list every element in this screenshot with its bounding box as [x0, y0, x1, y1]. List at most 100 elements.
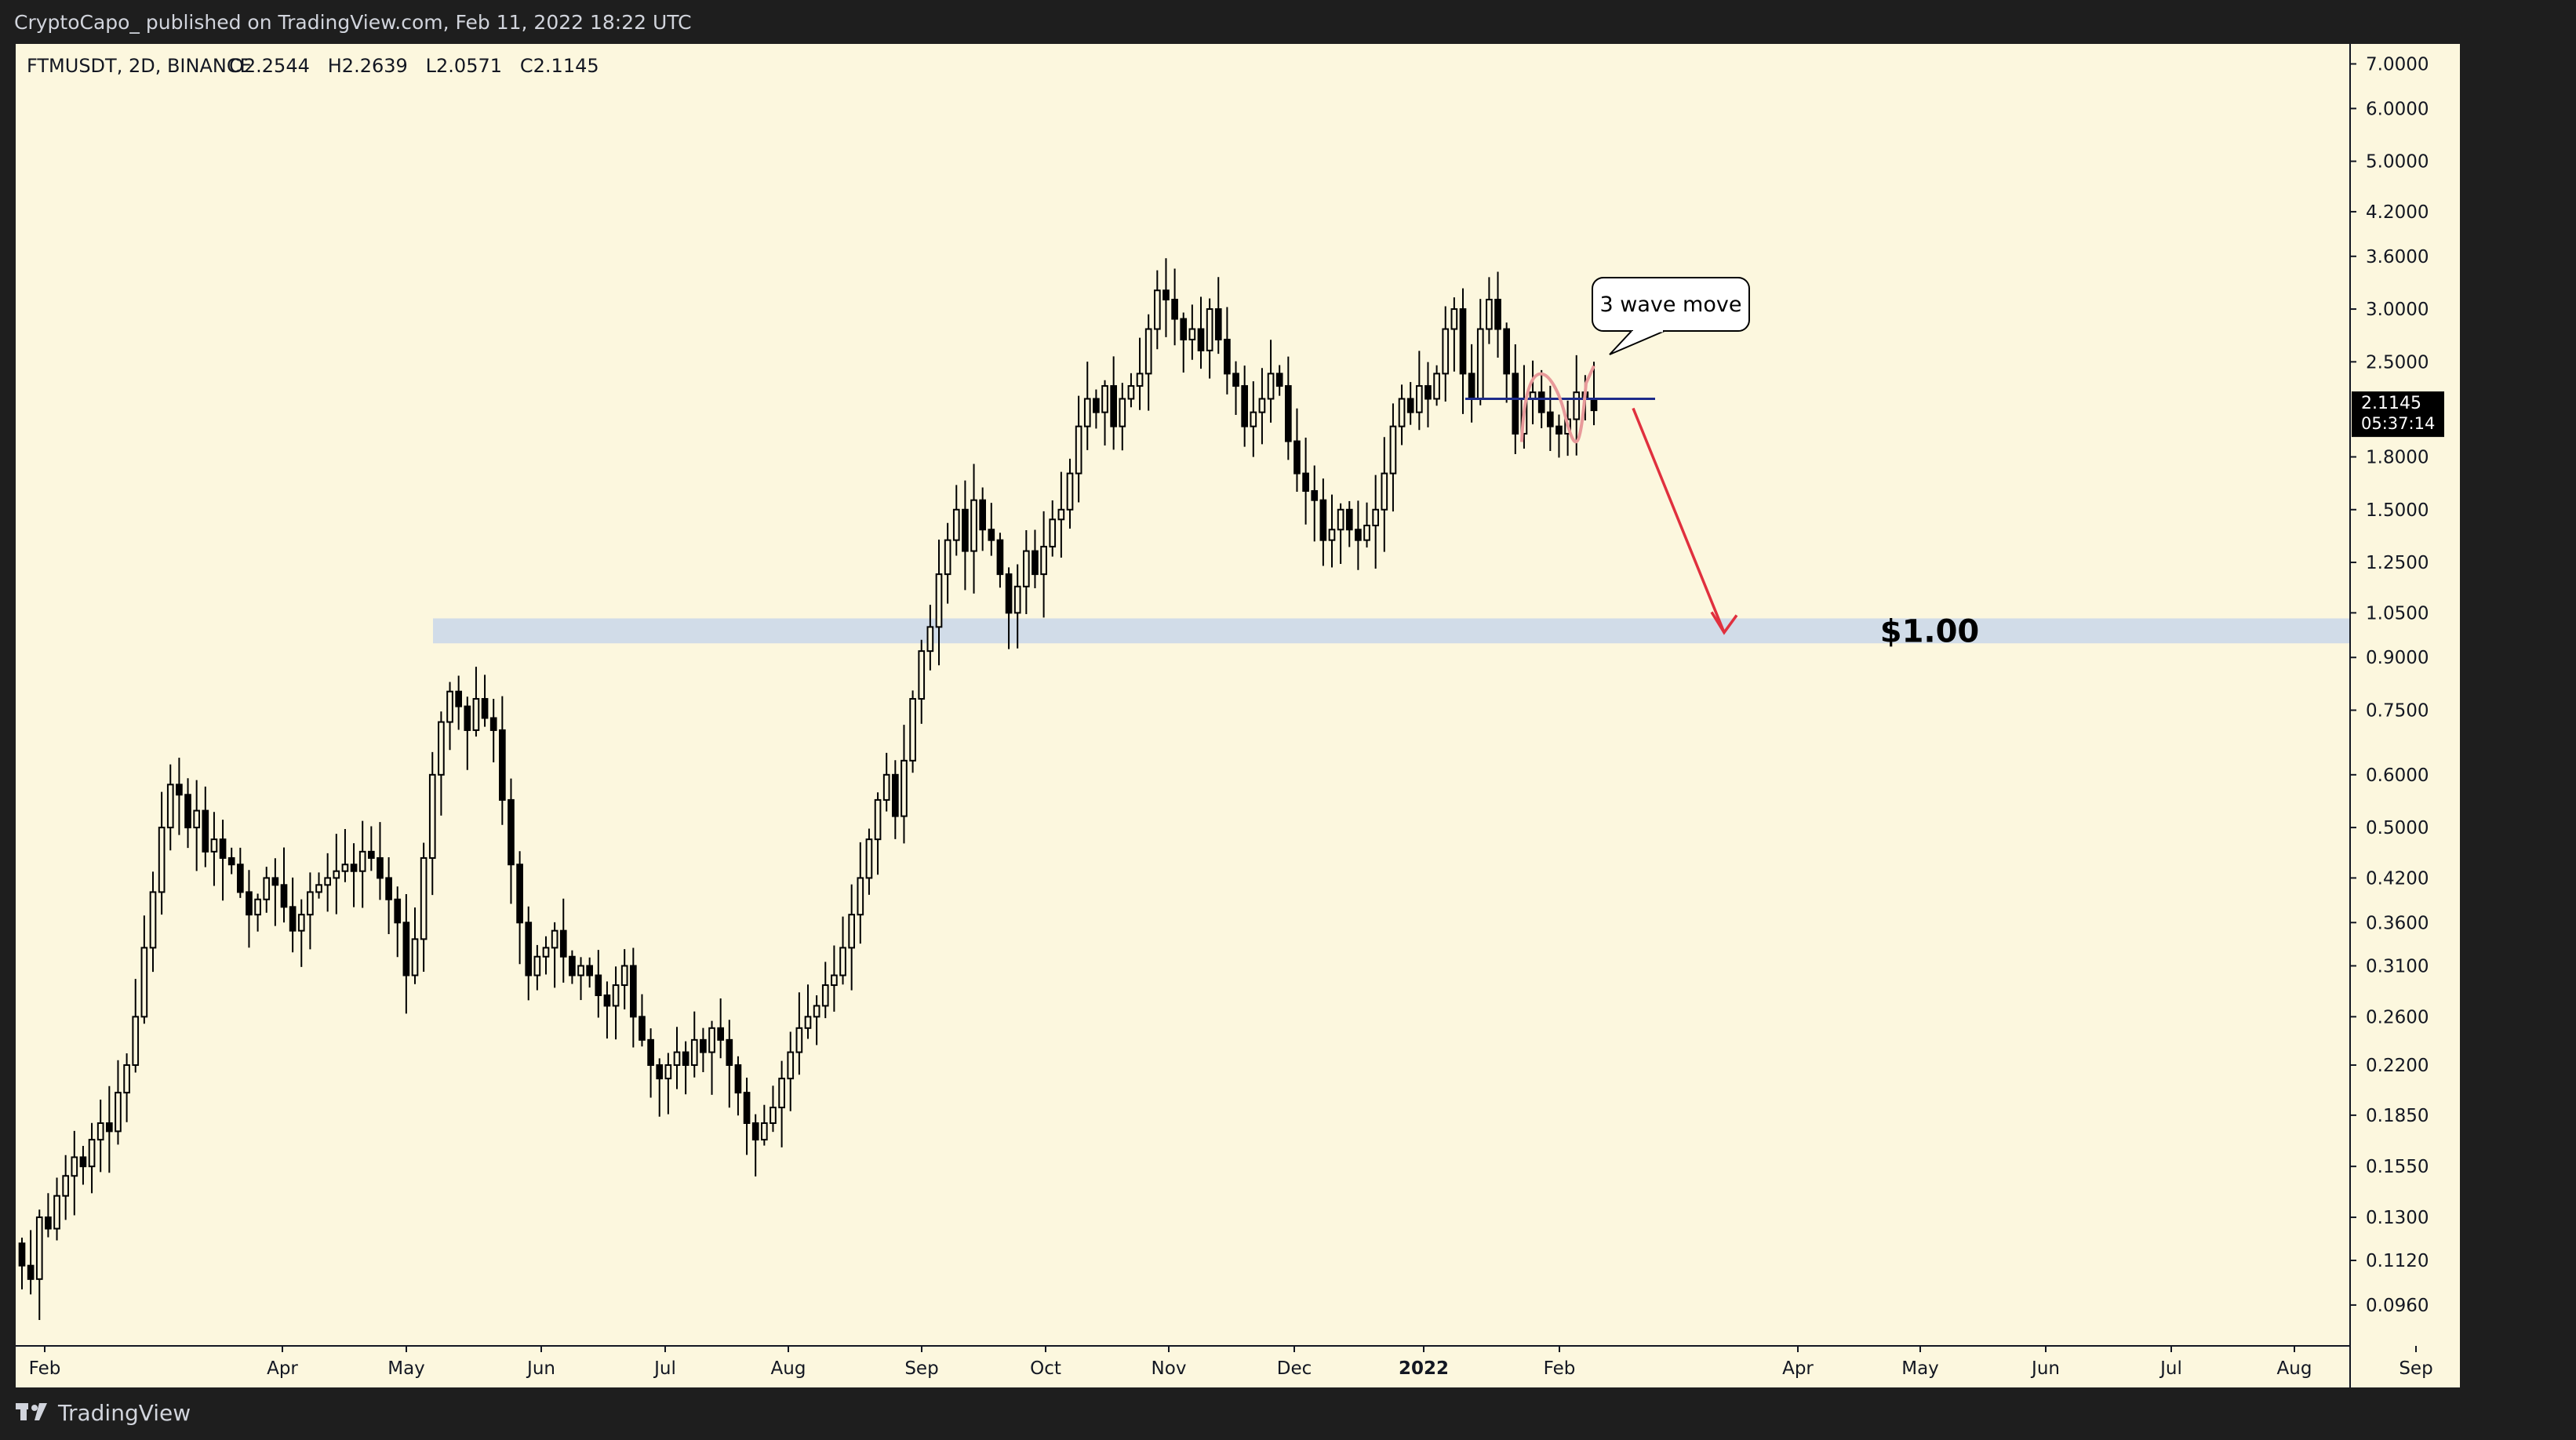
x-tick-label: May — [1901, 1358, 1939, 1379]
candle-body — [1389, 425, 1397, 475]
candle-body — [926, 626, 934, 653]
candle-body — [708, 1027, 715, 1053]
candle-body — [734, 1064, 742, 1094]
candle-body — [132, 1016, 140, 1066]
candle-body — [219, 838, 227, 859]
candle-body — [1372, 508, 1380, 527]
candle-body — [1337, 508, 1344, 531]
candle-body — [1040, 545, 1047, 576]
candle-body — [307, 891, 314, 916]
candle-body — [1293, 440, 1301, 475]
candle-body — [1381, 472, 1388, 511]
candle-body — [1406, 398, 1414, 413]
candle-body — [1022, 550, 1030, 587]
candle-body — [333, 870, 340, 879]
candle-body — [1459, 308, 1467, 375]
y-tick-label: 0.0960 — [2366, 1296, 2429, 1316]
candle-body — [88, 1139, 96, 1168]
y-tick-label: 1.2500 — [2366, 553, 2429, 573]
candle-body — [935, 573, 943, 628]
candle-body — [1214, 308, 1222, 340]
candle-body — [690, 1038, 698, 1066]
candle-body — [647, 1038, 654, 1066]
ohlc-values: O2.2544 H2.2639 L2.0571 C2.1145 — [229, 55, 599, 77]
candle-body — [1512, 373, 1519, 435]
candle-body — [760, 1122, 768, 1141]
y-tick-label: 0.9000 — [2366, 648, 2429, 668]
candle-body — [612, 984, 620, 1007]
candle-body — [71, 1156, 78, 1177]
y-tick-label: 0.1850 — [2366, 1106, 2429, 1126]
candle-body — [202, 809, 209, 853]
candle-body — [603, 994, 611, 1007]
x-tick-label: 2022 — [1399, 1358, 1449, 1379]
candle-body — [158, 827, 166, 893]
symbol-info: FTMUSDT, 2D, BINANCE — [27, 55, 252, 77]
candle-body — [489, 717, 497, 731]
brand[interactable]: TradingView — [16, 1400, 191, 1426]
candle-body — [857, 877, 864, 916]
top-bar: CryptoCapo_ published on TradingView.com… — [0, 0, 2576, 45]
candle-body — [516, 864, 523, 924]
candle-body — [1442, 328, 1450, 375]
candle-body — [1546, 411, 1554, 427]
candle-body — [1162, 289, 1170, 300]
candle-body — [176, 784, 183, 796]
candle-body — [1153, 289, 1161, 330]
candle-body — [831, 974, 838, 987]
y-tick-label: 0.4200 — [2366, 868, 2429, 889]
candle-body — [1275, 373, 1283, 387]
y-tick-label: 1.0500 — [2366, 603, 2429, 624]
candle-body — [1049, 518, 1057, 547]
bar-countdown: 05:37:14 — [2361, 414, 2435, 433]
candle-body — [1450, 308, 1458, 330]
callout-bubble[interactable] — [1592, 277, 1750, 332]
candle-body — [821, 984, 829, 1007]
candle-body — [464, 705, 471, 731]
candle-body — [682, 1051, 689, 1066]
candle-body — [1119, 398, 1126, 427]
x-tick-label: Apr — [1782, 1358, 1814, 1379]
candle-body — [1241, 385, 1249, 427]
y-tick-label: 0.1120 — [2366, 1251, 2429, 1271]
candle-body — [297, 914, 305, 932]
candle-body — [193, 809, 201, 829]
candle-body — [909, 698, 916, 762]
candle-body — [1066, 472, 1074, 511]
target-arrow[interactable] — [1632, 407, 1726, 634]
candle-body — [350, 864, 358, 872]
y-tick-label: 1.8000 — [2366, 448, 2429, 468]
x-tick-label: Sep — [904, 1358, 938, 1379]
candle-body — [979, 499, 987, 531]
candle-body — [1476, 328, 1484, 400]
candle-body — [1013, 585, 1021, 614]
candle-body — [891, 773, 899, 817]
y-tick-label: 0.5000 — [2366, 818, 2429, 838]
candle-body — [1302, 472, 1309, 492]
callout-text: 3 wave move — [1600, 293, 1742, 317]
support-zone[interactable] — [433, 618, 2350, 644]
candle-body — [1224, 338, 1231, 375]
candle-body — [770, 1107, 777, 1124]
candle-body — [498, 729, 506, 801]
candle-body — [394, 898, 402, 924]
chart-frame: $1.00 3 wave move FTMUSDT, 2D, BINANCE O2.… — [16, 44, 2460, 1387]
x-tick-label: Jul — [653, 1358, 676, 1379]
candle-body — [1171, 298, 1178, 320]
candle-body — [367, 850, 375, 859]
candle-body — [428, 773, 436, 859]
x-tick-label: Jul — [2159, 1358, 2182, 1379]
price-chart[interactable]: $1.00 3 wave move FTMUSDT, 2D, BINANCEO2.… — [16, 44, 2460, 1387]
y-tick-label: 3.6000 — [2366, 247, 2429, 267]
y-tick-label: 7.0000 — [2366, 54, 2429, 75]
candle-body — [438, 721, 445, 776]
candle-body — [551, 929, 558, 949]
candle-body — [918, 650, 926, 700]
candle-body — [874, 798, 882, 841]
candle-body — [726, 1038, 733, 1066]
y-tick-label: 4.2000 — [2366, 202, 2429, 223]
candle-body — [569, 955, 576, 976]
y-tick-label: 0.1550 — [2366, 1157, 2429, 1177]
candle-body — [1258, 398, 1266, 413]
candle-body — [481, 698, 489, 719]
